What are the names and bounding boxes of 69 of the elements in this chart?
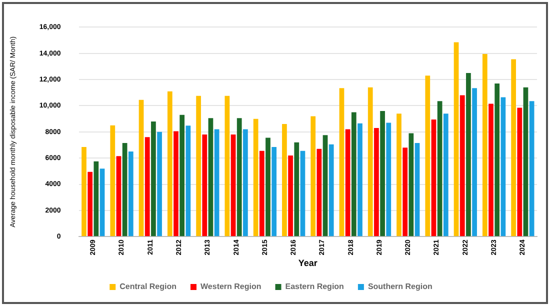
bar [180, 114, 185, 236]
bar [116, 156, 122, 236]
bar [288, 155, 293, 236]
bar [511, 59, 516, 236]
bar [408, 133, 414, 236]
bar [167, 91, 172, 236]
bar [138, 100, 144, 236]
bar [202, 134, 208, 236]
bar [472, 88, 477, 236]
bar [310, 116, 316, 236]
bar [368, 87, 373, 236]
bar [500, 97, 506, 236]
bar [82, 146, 86, 236]
bar [88, 172, 93, 236]
bar [402, 148, 408, 236]
bar [110, 125, 116, 236]
bar [396, 114, 402, 236]
bar [259, 150, 264, 236]
bar [151, 121, 156, 236]
bar [266, 138, 270, 236]
bar [294, 142, 300, 236]
bar [345, 129, 350, 236]
bar [431, 119, 436, 236]
bar [351, 112, 356, 236]
bar [94, 161, 99, 236]
bar [144, 137, 150, 236]
bar [322, 135, 328, 236]
bar [243, 129, 248, 236]
bar [517, 108, 522, 236]
bar [224, 96, 230, 236]
bar [523, 87, 528, 236]
bar [460, 95, 465, 236]
bar [488, 104, 494, 236]
legend-label: Western Region [200, 282, 262, 292]
bar [157, 132, 162, 236]
bar [425, 76, 430, 236]
legend-label: Central Region [120, 282, 177, 292]
bar [374, 128, 379, 236]
bar [208, 118, 214, 236]
bar [316, 148, 322, 236]
bar [443, 114, 448, 236]
bar [253, 118, 258, 236]
bar [272, 146, 277, 236]
bar [282, 124, 287, 236]
bar [196, 96, 201, 236]
bar [414, 143, 420, 236]
bar [214, 129, 220, 236]
bar [466, 73, 471, 236]
bar [186, 126, 191, 236]
bar [454, 42, 459, 236]
bar [529, 101, 534, 236]
bar [482, 54, 488, 236]
bar [339, 88, 344, 236]
bar [100, 168, 105, 236]
legend-label: Southern Region [368, 282, 432, 292]
bar [328, 144, 334, 236]
bar [300, 150, 306, 236]
bar [437, 101, 442, 236]
x-axis-title: Year [298, 258, 318, 268]
bar [494, 83, 500, 236]
bar [386, 122, 392, 236]
bar [358, 123, 362, 236]
bar [174, 131, 178, 236]
bar [230, 134, 236, 236]
bar [122, 143, 128, 236]
bar [128, 152, 134, 236]
legend-label: Eastern Region [285, 282, 344, 292]
bar [380, 110, 385, 236]
bar [236, 118, 242, 236]
